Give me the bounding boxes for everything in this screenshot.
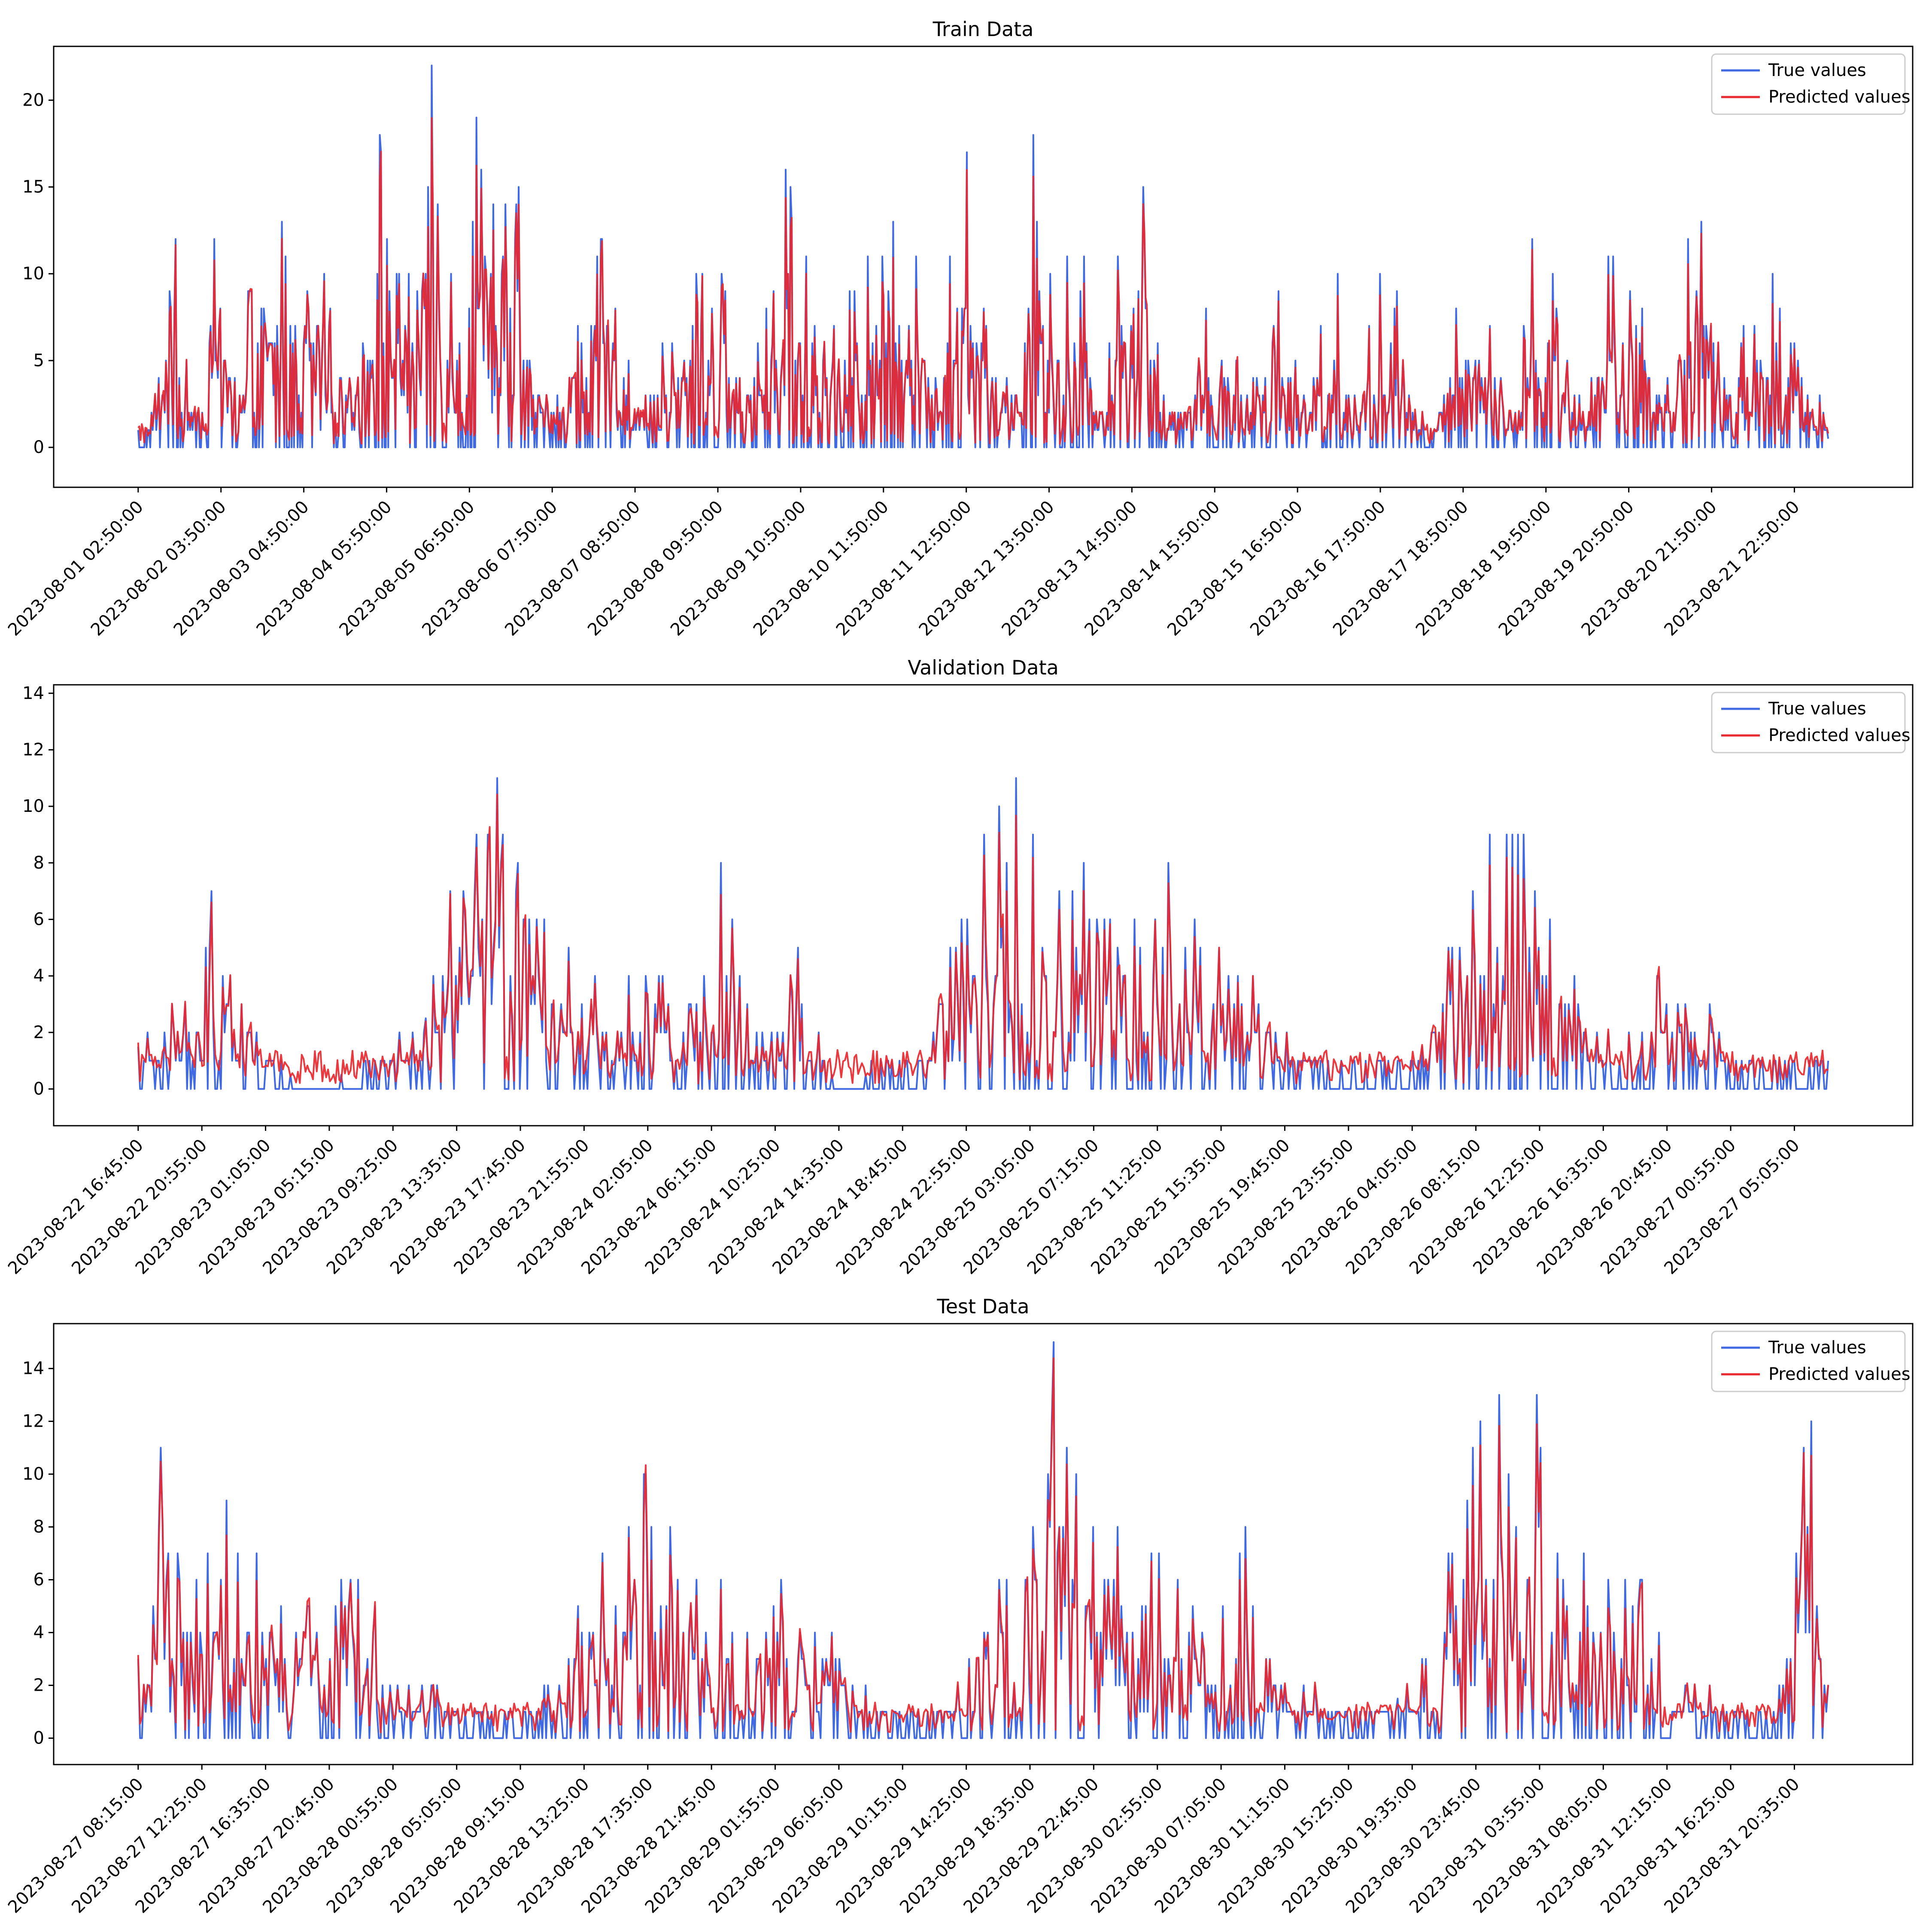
- x-tick-label: 2023-08-13 14:50:00: [998, 497, 1141, 640]
- series-line-true-values: [137, 64, 1829, 448]
- y-tick-label: 10: [22, 264, 44, 284]
- y-tick-label: 10: [22, 1464, 44, 1484]
- y-tick-label: 8: [33, 853, 44, 873]
- legend-box: [1711, 692, 1906, 753]
- x-tick-label: 2023-08-19 20:50:00: [1495, 497, 1638, 640]
- x-tick-label: 2023-08-05 06:50:00: [335, 497, 478, 640]
- y-tick-label: 6: [33, 909, 44, 929]
- y-tick-label: 0: [33, 437, 44, 457]
- x-tick-label: 2023-08-11 12:50:00: [832, 497, 975, 640]
- subplot-title: Test Data: [936, 1295, 1029, 1318]
- axes-frame: [53, 46, 1914, 488]
- x-tick-label: 2023-08-14 15:50:00: [1081, 497, 1224, 640]
- y-tick-label: 2: [33, 1676, 44, 1695]
- y-tick-label: 8: [33, 1517, 44, 1537]
- y-tick-label: 10: [22, 796, 44, 816]
- legend-box: [1711, 53, 1906, 115]
- axes-frame: [53, 684, 1914, 1127]
- x-tick-label: 2023-08-07 08:50:00: [501, 497, 644, 640]
- y-tick-label: 12: [22, 740, 44, 759]
- legend-label: True values: [1768, 699, 1866, 719]
- y-tick-label: 0: [33, 1728, 44, 1748]
- y-tick-label: 14: [22, 683, 44, 703]
- y-tick-label: 15: [22, 177, 44, 197]
- x-tick-label: 2023-08-02 03:50:00: [87, 497, 230, 640]
- y-tick-label: 5: [33, 351, 44, 371]
- y-tick-label: 4: [33, 966, 44, 986]
- x-tick-label: 2023-08-09 10:50:00: [667, 497, 810, 640]
- legend: True values Predicted values: [1711, 692, 1911, 753]
- x-tick-label: 2023-08-03 04:50:00: [170, 497, 313, 640]
- y-tick-label: 12: [22, 1412, 44, 1431]
- axes-frame: [53, 1323, 1914, 1765]
- legend-label: True values: [1768, 61, 1866, 80]
- subplot-title: Train Data: [933, 18, 1034, 41]
- x-tick-label: 2023-08-16 17:50:00: [1246, 497, 1389, 640]
- x-tick-label: 2023-08-10 11:50:00: [750, 497, 893, 640]
- legend-label: True values: [1768, 1338, 1866, 1358]
- y-tick-label: 20: [22, 90, 44, 110]
- series-line-predicted-values: [137, 1357, 1829, 1734]
- x-tick-label: 2023-08-20 21:50:00: [1578, 497, 1721, 640]
- series-line-predicted-values: [137, 117, 1829, 445]
- y-tick-label: 4: [33, 1623, 44, 1643]
- y-tick-label: 2: [33, 1023, 44, 1042]
- x-tick-label: 2023-08-15 16:50:00: [1163, 497, 1306, 640]
- legend-label: Predicted values: [1768, 1364, 1911, 1384]
- x-tick-label: 2023-08-01 02:50:00: [4, 497, 147, 640]
- series-line-predicted-values: [137, 793, 1829, 1084]
- legend-label: Predicted values: [1768, 87, 1911, 107]
- x-tick-label: 2023-08-18 19:50:00: [1412, 497, 1555, 640]
- legend: True values Predicted values: [1711, 1331, 1911, 1392]
- x-tick-label: 2023-08-08 09:50:00: [584, 497, 727, 640]
- y-tick-label: 14: [22, 1359, 44, 1379]
- legend-label: Predicted values: [1768, 726, 1911, 745]
- legend: True values Predicted values: [1711, 53, 1911, 115]
- x-tick-label: 2023-08-04 05:50:00: [253, 497, 396, 640]
- y-tick-label: 0: [33, 1079, 44, 1099]
- subplot-title: Validation Data: [908, 656, 1059, 679]
- x-tick-label: 2023-08-21 22:50:00: [1661, 497, 1804, 640]
- x-tick-label: 2023-08-06 07:50:00: [418, 497, 561, 640]
- x-tick-label: 2023-08-17 18:50:00: [1329, 497, 1472, 640]
- legend-box: [1711, 1331, 1906, 1392]
- y-tick-label: 6: [33, 1570, 44, 1590]
- x-tick-label: 2023-08-12 13:50:00: [915, 497, 1058, 640]
